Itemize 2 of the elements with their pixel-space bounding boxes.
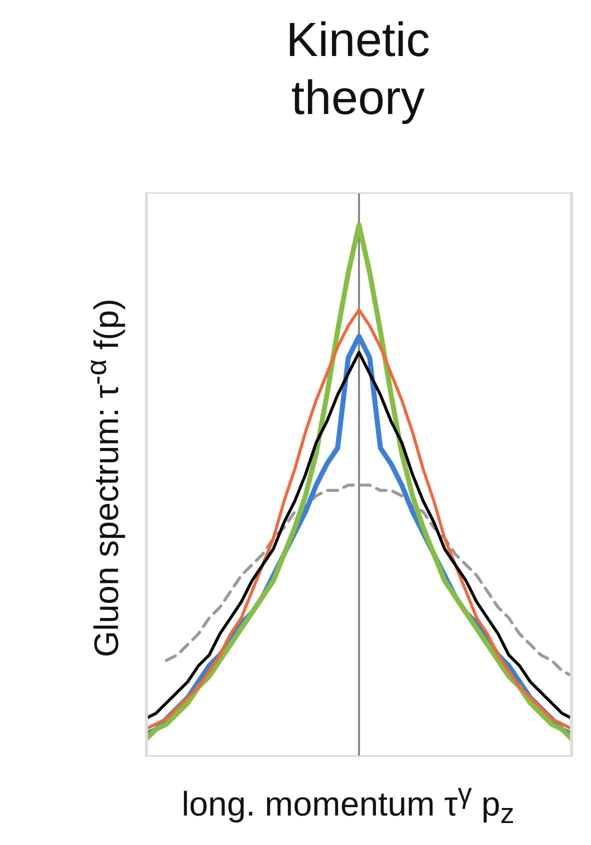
chart-title: Kinetic theory [284,13,432,127]
x-axis-title: long. momentum τ$^{γ}$ p$_{z}$ [180,778,516,832]
